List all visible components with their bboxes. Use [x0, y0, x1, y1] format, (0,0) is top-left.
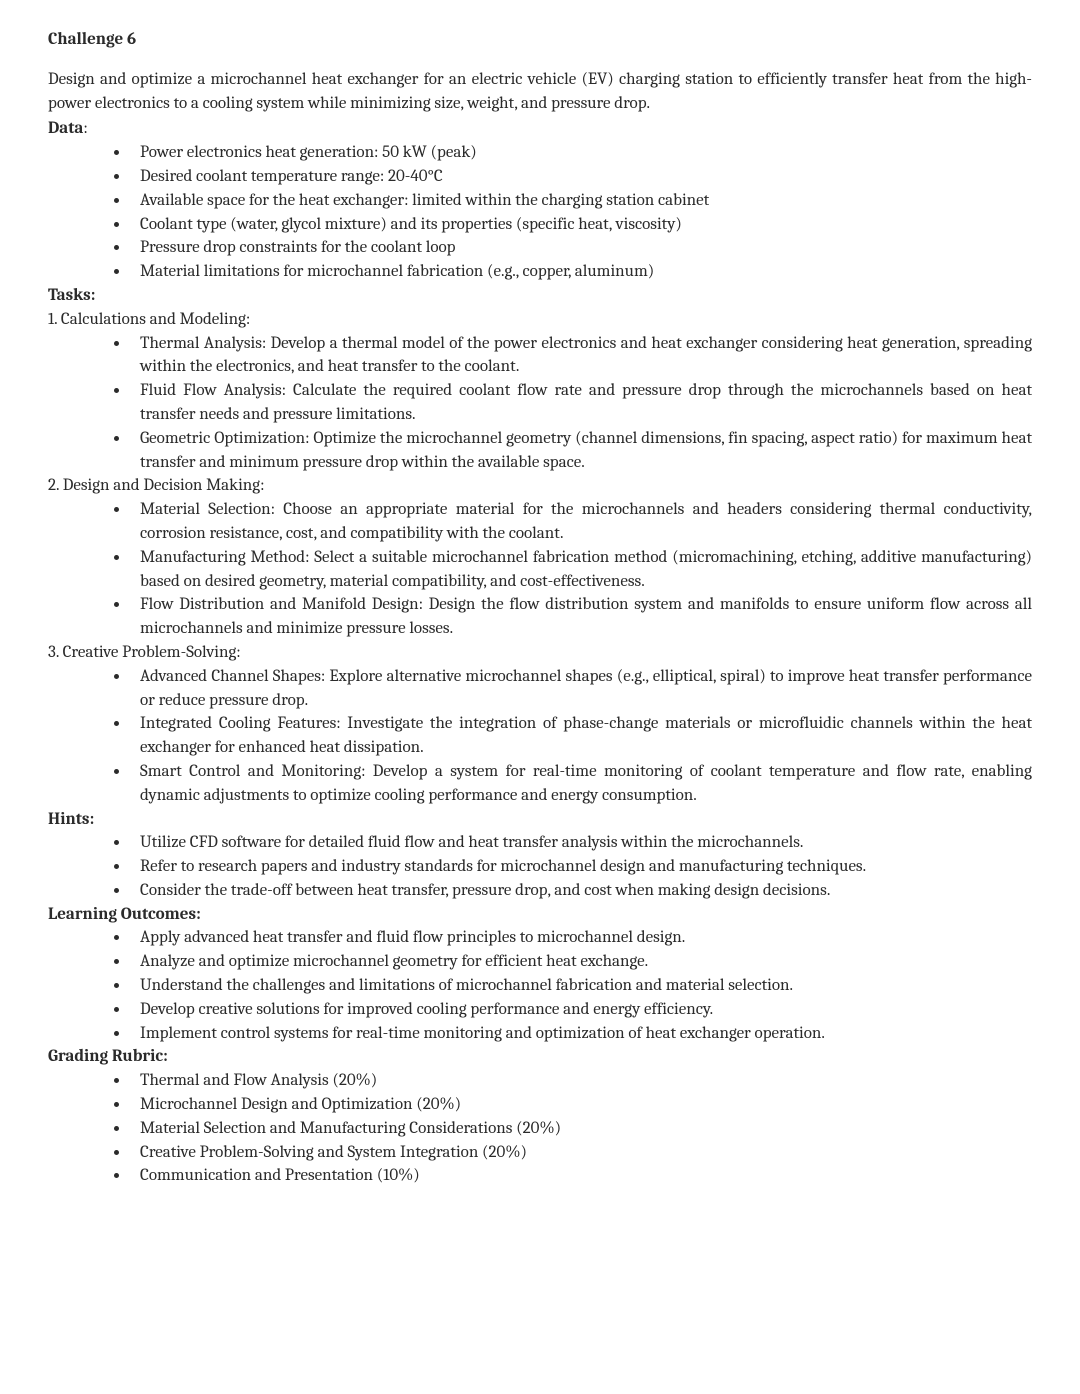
task-item: Geometric Optimization: Optimize the mic…: [130, 427, 1032, 475]
data-item: Material limitations for microchannel fa…: [130, 260, 1032, 284]
learning-item: Understand the challenges and limitation…: [130, 974, 1032, 998]
task-item: Flow Distribution and Manifold Design: D…: [130, 593, 1032, 641]
task-heading-1: 1. Calculations and Modeling:: [48, 308, 1032, 332]
grading-item: Thermal and Flow Analysis (20%): [130, 1069, 1032, 1093]
task-item: Manufacturing Method: Select a suitable …: [130, 546, 1032, 594]
data-item: Pressure drop constraints for the coolan…: [130, 236, 1032, 260]
task-item: Fluid Flow Analysis: Calculate the requi…: [130, 379, 1032, 427]
task-item: Thermal Analysis: Develop a thermal mode…: [130, 332, 1032, 380]
data-item: Available space for the heat exchanger: …: [130, 189, 1032, 213]
learning-item: Implement control systems for real-time …: [130, 1022, 1032, 1046]
document-page: Challenge 6 Design and optimize a microc…: [0, 0, 1080, 1394]
tasks-label: Tasks:: [48, 284, 1032, 308]
colon: :: [83, 119, 88, 138]
data-label-line: Data:: [48, 117, 1032, 141]
task-item: Smart Control and Monitoring: Develop a …: [130, 760, 1032, 808]
task-2-list: Material Selection: Choose an appropriat…: [48, 498, 1032, 641]
intro-paragraph: Design and optimize a microchannel heat …: [48, 68, 1032, 116]
task-item: Material Selection: Choose an appropriat…: [130, 498, 1032, 546]
data-list: Power electronics heat generation: 50 kW…: [48, 141, 1032, 284]
grading-item: Material Selection and Manufacturing Con…: [130, 1117, 1032, 1141]
learning-item: Develop creative solutions for improved …: [130, 998, 1032, 1022]
task-heading-3: 3. Creative Problem-Solving:: [48, 641, 1032, 665]
task-3-list: Advanced Channel Shapes: Explore alterna…: [48, 665, 1032, 808]
grading-label: Grading Rubric:: [48, 1045, 1032, 1069]
learning-label: Learning Outcomes:: [48, 903, 1032, 927]
data-item: Coolant type (water, glycol mixture) and…: [130, 213, 1032, 237]
grading-list: Thermal and Flow Analysis (20%) Microcha…: [48, 1069, 1032, 1188]
hint-item: Utilize CFD software for detailed fluid …: [130, 831, 1032, 855]
grading-item: Microchannel Design and Optimization (20…: [130, 1093, 1032, 1117]
data-label: Data: [48, 119, 83, 138]
task-heading-2: 2. Design and Decision Making:: [48, 474, 1032, 498]
hints-label: Hints:: [48, 808, 1032, 832]
data-item: Desired coolant temperature range: 20-40…: [130, 165, 1032, 189]
hint-item: Refer to research papers and industry st…: [130, 855, 1032, 879]
task-1-list: Thermal Analysis: Develop a thermal mode…: [48, 332, 1032, 475]
grading-item: Communication and Presentation (10%): [130, 1164, 1032, 1188]
learning-list: Apply advanced heat transfer and fluid f…: [48, 926, 1032, 1045]
grading-item: Creative Problem-Solving and System Inte…: [130, 1141, 1032, 1165]
hints-list: Utilize CFD software for detailed fluid …: [48, 831, 1032, 902]
hint-item: Consider the trade-off between heat tran…: [130, 879, 1032, 903]
data-item: Power electronics heat generation: 50 kW…: [130, 141, 1032, 165]
task-item: Advanced Channel Shapes: Explore alterna…: [130, 665, 1032, 713]
learning-item: Analyze and optimize microchannel geomet…: [130, 950, 1032, 974]
challenge-title: Challenge 6: [48, 28, 1032, 52]
task-item: Integrated Cooling Features: Investigate…: [130, 712, 1032, 760]
learning-item: Apply advanced heat transfer and fluid f…: [130, 926, 1032, 950]
